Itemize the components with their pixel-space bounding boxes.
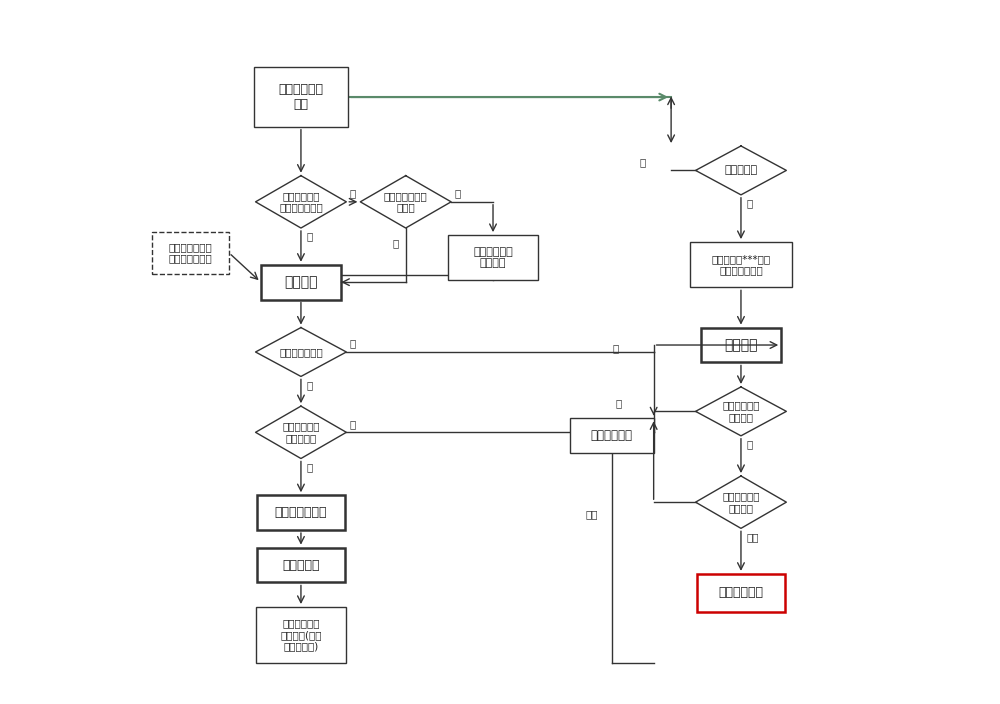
Text: 否: 否 bbox=[350, 339, 356, 348]
Bar bbox=[257, 548, 345, 582]
Text: 蓝牙配对连接
手机: 蓝牙配对连接 手机 bbox=[278, 83, 323, 111]
Bar bbox=[152, 232, 229, 274]
Bar bbox=[256, 607, 346, 662]
Text: 蓝牙接通电话: 蓝牙接通电话 bbox=[718, 586, 763, 600]
Text: 否: 否 bbox=[640, 157, 646, 167]
Polygon shape bbox=[256, 175, 346, 228]
Bar bbox=[257, 495, 345, 530]
Text: 是: 是 bbox=[612, 344, 619, 353]
Text: 是: 是 bbox=[747, 199, 753, 208]
Text: 是: 是 bbox=[307, 380, 313, 390]
Text: 是: 是 bbox=[392, 239, 399, 249]
Polygon shape bbox=[256, 327, 346, 377]
Bar bbox=[254, 68, 348, 127]
Text: 是否上一次连接
的手机: 是否上一次连接 的手机 bbox=[384, 191, 428, 213]
Text: 是: 是 bbox=[307, 462, 313, 472]
Text: 用户是否说接
听或不接: 用户是否说接 听或不接 bbox=[722, 491, 760, 513]
Text: 开始识别: 开始识别 bbox=[724, 338, 758, 352]
Text: 语音提示：***正在
来电，是否接听: 语音提示：***正在 来电，是否接听 bbox=[711, 254, 771, 275]
Text: 更新识别模块
命令词表(初始
化识别模块): 更新识别模块 命令词表(初始 化识别模块) bbox=[280, 618, 322, 651]
Text: 手机是否支持
电话本同步: 手机是否支持 电话本同步 bbox=[282, 422, 320, 443]
Bar bbox=[448, 235, 538, 280]
Text: 否: 否 bbox=[307, 232, 313, 241]
Text: 是: 是 bbox=[615, 398, 621, 408]
Text: 否: 否 bbox=[747, 439, 753, 449]
Text: 开始识别: 开始识别 bbox=[284, 275, 318, 289]
Text: 否: 否 bbox=[350, 419, 356, 429]
Text: 蓝牙同步电话本: 蓝牙同步电话本 bbox=[275, 506, 327, 519]
Text: 用户更新电话本
长按语音识别键: 用户更新电话本 长按语音识别键 bbox=[169, 242, 212, 263]
Bar bbox=[261, 265, 341, 300]
Bar bbox=[690, 242, 792, 287]
Text: 用户回答是或否: 用户回答是或否 bbox=[279, 347, 323, 357]
Bar bbox=[701, 327, 781, 363]
Text: 否: 否 bbox=[455, 189, 461, 199]
Text: 不接: 不接 bbox=[585, 509, 598, 519]
Text: 识别模块是否
回应拒识: 识别模块是否 回应拒识 bbox=[722, 401, 760, 422]
Bar bbox=[697, 574, 785, 612]
Polygon shape bbox=[256, 406, 346, 458]
Text: 是否有来电: 是否有来电 bbox=[724, 165, 758, 175]
Text: 该手机之前是
否同步过电话本: 该手机之前是 否同步过电话本 bbox=[279, 191, 323, 213]
Bar bbox=[570, 418, 654, 453]
Polygon shape bbox=[360, 175, 451, 228]
Polygon shape bbox=[696, 146, 786, 195]
Text: 蓝牙挂断电话: 蓝牙挂断电话 bbox=[591, 429, 633, 442]
Text: 更新识别模块
台令词表: 更新识别模块 台令词表 bbox=[473, 247, 513, 268]
Polygon shape bbox=[696, 476, 786, 529]
Polygon shape bbox=[696, 387, 786, 436]
Text: 接听: 接听 bbox=[747, 532, 759, 542]
Text: 储存电话本: 储存电话本 bbox=[282, 558, 320, 572]
Text: 是: 是 bbox=[350, 189, 356, 199]
